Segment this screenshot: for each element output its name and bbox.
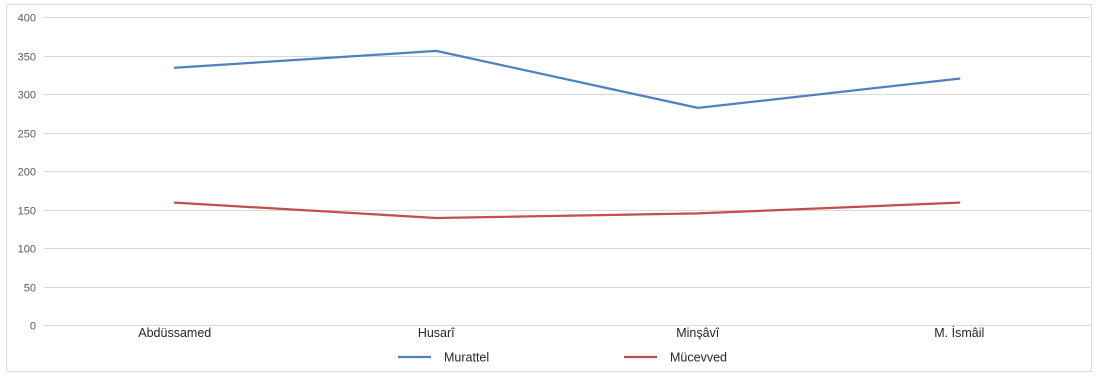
x-category-label: Husarî	[418, 326, 455, 340]
y-axis-ticks: 0 50 100 150 200 250 300 350 400	[18, 13, 36, 333]
y-tick-label: 0	[30, 321, 36, 333]
series-lines	[173, 49, 961, 220]
x-category-label: M. İsmâil	[934, 326, 984, 340]
y-tick-label: 350	[18, 52, 36, 64]
legend-label-1: Murattel	[444, 351, 489, 365]
y-tick-label: 400	[18, 13, 36, 25]
legend: Murattel Mücevved	[398, 351, 727, 365]
legend-label-2: Mücevved	[670, 351, 727, 365]
gridlines	[44, 17, 1090, 326]
x-category-label: Abdüssamed	[138, 326, 211, 340]
chart-frame	[6, 4, 1092, 372]
y-tick-label: 150	[18, 206, 36, 218]
y-tick-label: 250	[18, 129, 36, 141]
x-category-label: Minşâvî	[676, 326, 720, 340]
x-axis-categories: Abdüssamed Husarî Minşâvî M. İsmâil	[138, 326, 984, 340]
series-line-2	[173, 201, 961, 220]
y-tick-label: 200	[18, 167, 36, 179]
series-line-1	[173, 49, 961, 110]
y-tick-label: 50	[24, 283, 36, 295]
y-tick-label: 100	[18, 244, 36, 256]
y-tick-label: 300	[18, 90, 36, 102]
